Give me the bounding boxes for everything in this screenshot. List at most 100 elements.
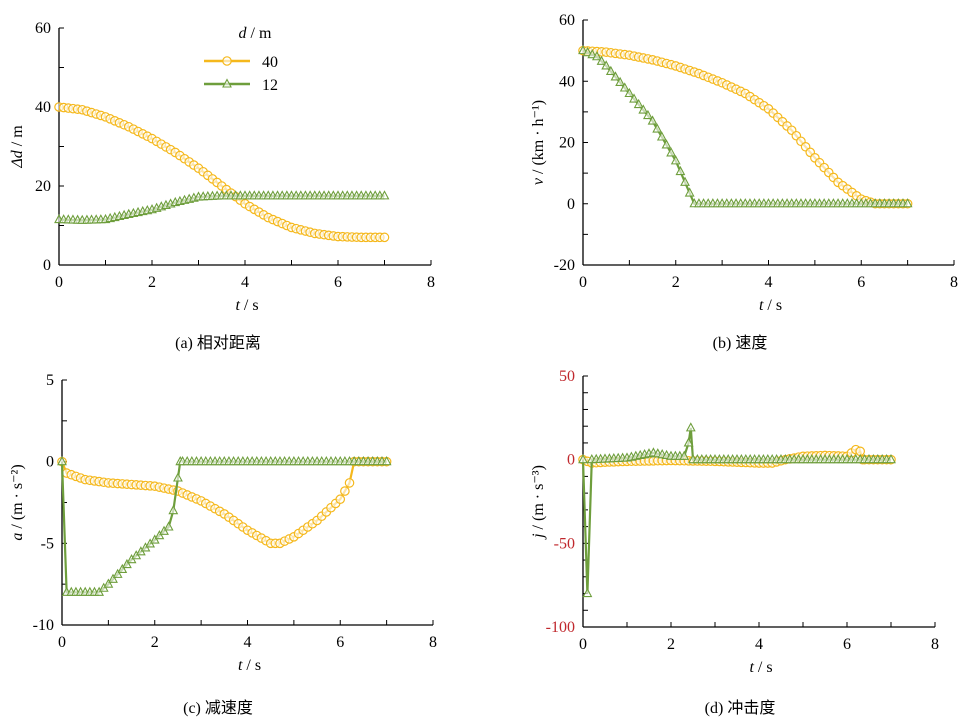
y-tick-label: 20 <box>559 135 575 152</box>
x-tick-label: 6 <box>857 274 865 291</box>
data-point-12 <box>103 578 114 588</box>
x-tick-label: 2 <box>667 636 675 653</box>
legend: d / m 40 12 <box>204 25 278 94</box>
x-axis-label: t / s <box>235 297 258 314</box>
series-line-40 <box>582 49 908 205</box>
x-axis-label-var: t <box>235 297 240 314</box>
data-point-12 <box>582 587 593 598</box>
data-point-12 <box>647 115 658 125</box>
series-12 <box>578 44 913 208</box>
y-axis-label-var: Δd <box>9 149 26 168</box>
x-axis-label-var: t <box>749 659 754 676</box>
series-40 <box>54 102 390 243</box>
x-tick-label: 6 <box>334 274 342 291</box>
data-point-12 <box>652 123 663 133</box>
y-tick-label: -10 <box>33 617 54 634</box>
data-point-12 <box>619 82 630 92</box>
y-tick-label: 0 <box>46 454 54 471</box>
x-axis-label-unit: / s <box>242 657 261 674</box>
data-point-12 <box>685 422 696 432</box>
x-tick-label: 0 <box>58 634 66 651</box>
data-point-12 <box>601 60 612 70</box>
chart-d: 0 2 4 6 8 -100 -50 0 50 t / s j / (m · s⁻³) (d) 冲击度 <box>530 368 939 717</box>
y-tick-label: -50 <box>554 535 575 552</box>
data-point-12 <box>596 55 607 65</box>
data-point-12 <box>684 187 695 197</box>
chart-a: 0 2 4 6 8 0 20 40 60 t / s Δd / m (a) 相对距离 <box>9 20 435 352</box>
data-point-12 <box>591 51 602 61</box>
x-axis-label: t / s <box>238 657 261 674</box>
x-tick-label: 2 <box>148 274 156 291</box>
x-tick-label: 2 <box>672 274 680 291</box>
data-point-12 <box>629 93 639 103</box>
data-point-12 <box>117 563 128 574</box>
series-line-12 <box>582 49 908 205</box>
data-point-40 <box>335 494 346 505</box>
y-axis-label-var: a <box>9 533 26 541</box>
x-axis-label-var: t <box>759 297 764 314</box>
x-axis-label: t / s <box>749 659 772 676</box>
data-point-12 <box>112 568 123 578</box>
chart-c: 0 2 4 6 8 -10 -5 0 5 t / s a / (m · s⁻²) (c) 减速度 <box>9 372 437 717</box>
series-40 <box>578 45 913 209</box>
x-tick-label: 8 <box>950 274 958 291</box>
legend-title-var: d <box>239 25 248 42</box>
y-axis-label: Δd / m <box>9 125 26 169</box>
series-12 <box>57 455 392 596</box>
data-point-12 <box>683 437 694 447</box>
legend-label: 40 <box>262 54 278 71</box>
x-tick-label: 4 <box>244 634 252 651</box>
x-tick-label: 8 <box>429 634 437 651</box>
x-axis-label-unit: / s <box>754 659 773 676</box>
series-40 <box>57 456 392 549</box>
data-point-12 <box>587 49 598 59</box>
x-axis-label-unit: / s <box>240 297 259 314</box>
data-point-12 <box>122 558 132 569</box>
y-tick-label: 60 <box>559 12 575 29</box>
data-point-12 <box>173 472 183 482</box>
data-point-12 <box>605 65 616 75</box>
data-point-12 <box>578 44 588 55</box>
y-tick-label: -100 <box>546 619 575 636</box>
y-tick-label: -20 <box>554 257 575 274</box>
x-axis-label-var: t <box>238 657 243 674</box>
circle-marker-icon <box>222 56 232 66</box>
x-axis-label: t / s <box>759 297 782 314</box>
data-point-12 <box>886 453 896 464</box>
data-point-12 <box>624 87 635 98</box>
legend-entry-40: 40 <box>204 54 278 71</box>
data-point-12 <box>638 104 649 114</box>
legend-entry-12: 12 <box>204 77 278 94</box>
x-tick-label: 0 <box>579 636 587 653</box>
chart-caption: (d) 冲击度 <box>705 699 776 717</box>
series-12 <box>578 422 896 598</box>
x-axis-label-unit: / s <box>763 297 782 314</box>
data-point-12 <box>666 147 677 157</box>
data-point-12 <box>615 76 626 87</box>
y-axis-label-unit: / (m · s⁻³) <box>530 465 547 533</box>
x-tick-label: 4 <box>755 636 763 653</box>
y-tick-label: 0 <box>567 196 575 213</box>
y-tick-label: 20 <box>35 178 51 195</box>
y-tick-label: 0 <box>567 452 575 469</box>
data-point-12 <box>661 139 672 149</box>
y-tick-label: 0 <box>43 257 51 274</box>
data-point-12 <box>656 131 667 141</box>
legend-label: 12 <box>262 77 278 94</box>
legend-title-unit: / m <box>247 25 272 42</box>
data-point-12 <box>610 71 621 81</box>
legend-title: d / m <box>239 25 272 42</box>
data-point-12 <box>108 573 118 583</box>
data-point-12 <box>670 155 681 165</box>
y-tick-label: -5 <box>41 535 54 552</box>
data-point-12 <box>163 521 174 531</box>
x-tick-label: 6 <box>843 636 851 653</box>
y-tick-label: 50 <box>559 368 575 385</box>
data-point-12 <box>379 190 390 200</box>
y-axis-label: a / (m · s⁻²) <box>9 464 26 540</box>
data-point-12 <box>578 453 588 464</box>
data-point-12 <box>679 450 690 460</box>
x-tick-label: 0 <box>55 274 63 291</box>
